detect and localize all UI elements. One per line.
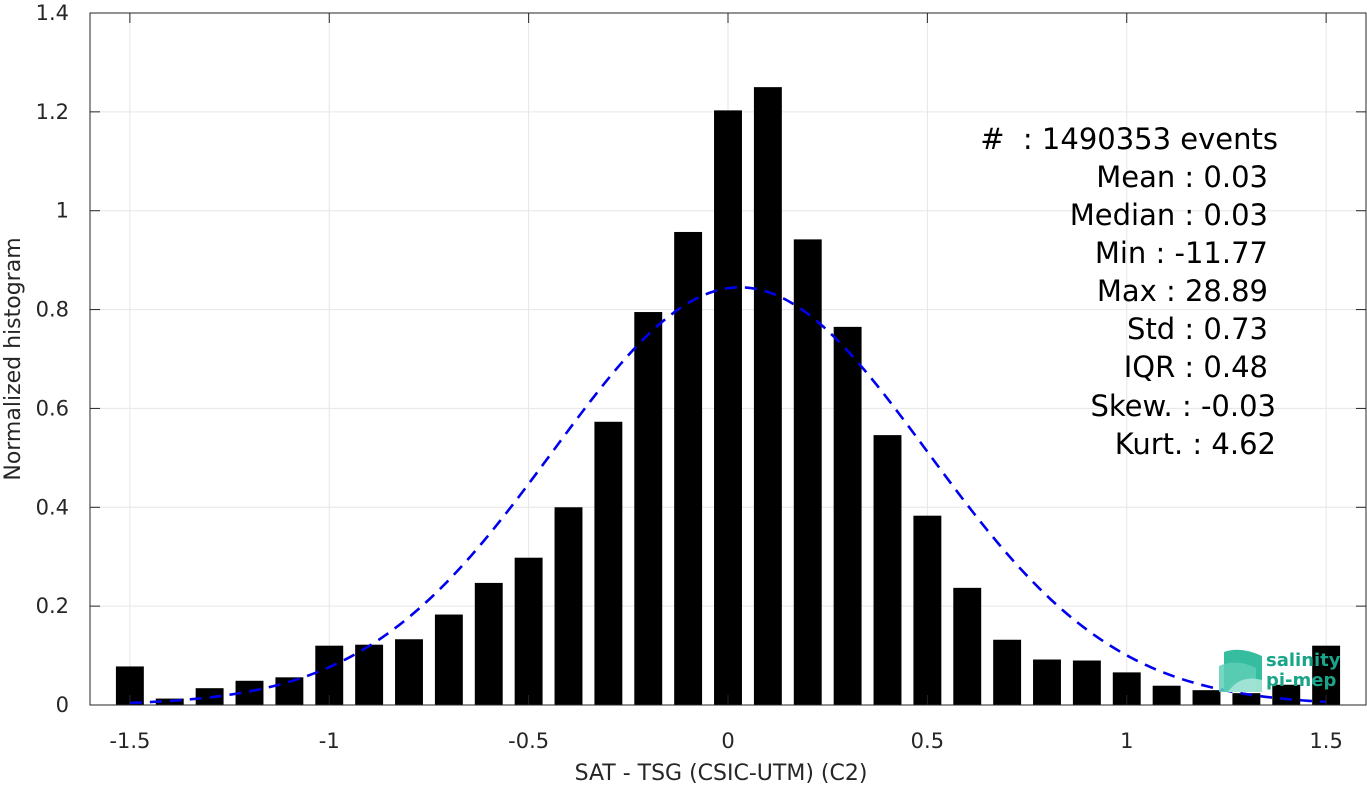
stats-annotation: # : 1490353 events Mean : 0.03 Median : … [980,122,1278,461]
y-tick-label: 0.6 [36,396,69,420]
histogram-bar [714,110,742,706]
stats-kurt: Kurt. : 4.62 [1115,427,1276,461]
histogram-bar [1072,660,1101,705]
histogram-bar [1192,690,1221,705]
histogram-bar [514,557,543,705]
wave-logo-icon [1219,649,1262,692]
histogram-bar [554,507,583,705]
histogram-bar [594,421,623,705]
histogram-bar [1232,693,1261,705]
y-tick-labels: 0 0.2 0.4 0.6 0.8 1 1.2 1.4 [36,1,69,717]
histogram-bar [634,312,663,705]
histogram-bars [115,87,1341,706]
x-tick-label: -1.5 [109,729,150,753]
y-tick-label: 0.8 [36,298,69,322]
histogram-bar [833,326,862,705]
histogram-bar [395,639,423,705]
salinity-pi-mep-logo: salinity pi-mep [1219,649,1341,692]
gaussian-fit-curve [129,286,1327,705]
histogram-bar [993,639,1022,705]
y-tick-label: 1.4 [36,1,69,25]
logo-text-pi-mep: pi-mep [1266,670,1336,691]
x-axis-label: SAT - TSG (CSIC-UTM) (C2) [575,761,868,785]
stats-mean: Mean : 0.03 [1096,160,1268,194]
axis-ticks [90,12,1366,706]
stats-std: Std : 0.73 [1127,312,1268,346]
histogram-bar [1272,684,1301,705]
stats-max: Max : 28.89 [1097,274,1268,308]
histogram-bar [155,698,184,705]
histogram-bar [793,239,822,705]
histogram-bar [913,515,942,705]
stats-skew: Skew. : -0.03 [1090,389,1276,423]
histogram-bar [953,587,982,705]
x-tick-label: 0 [721,729,734,753]
x-tick-label: 0.5 [911,729,944,753]
logo-text-salinity: salinity [1266,650,1341,671]
x-tick-label: 1.5 [1309,729,1342,753]
y-tick-label: 0.4 [36,495,69,519]
y-tick-label: 1 [56,199,69,223]
x-tick-label: -0.5 [508,729,549,753]
histogram-bar [873,435,902,705]
x-tick-labels: -1.5 -1 -0.5 0 0.5 1 1.5 [109,729,1342,753]
stats-min: Min : -11.77 [1095,236,1268,270]
histogram-bar [355,644,384,705]
x-tick-label: 1 [1120,729,1133,753]
histogram-bar [474,582,503,705]
stats-events: # : 1490353 events [980,122,1278,156]
y-tick-label: 0 [56,693,69,717]
histogram-bar [1033,659,1061,705]
histogram-bar [434,614,463,705]
y-tick-label: 1.2 [36,100,69,124]
stats-median: Median : 0.03 [1070,198,1268,232]
histogram-bar [1152,685,1181,705]
y-axis-label: Normalized histogram [1,237,26,480]
y-tick-label: 0.2 [36,594,69,618]
x-tick-label: -1 [319,729,340,753]
histogram-bar [674,231,703,705]
histogram-bar [753,87,782,705]
stats-iqr: IQR : 0.48 [1124,350,1268,384]
